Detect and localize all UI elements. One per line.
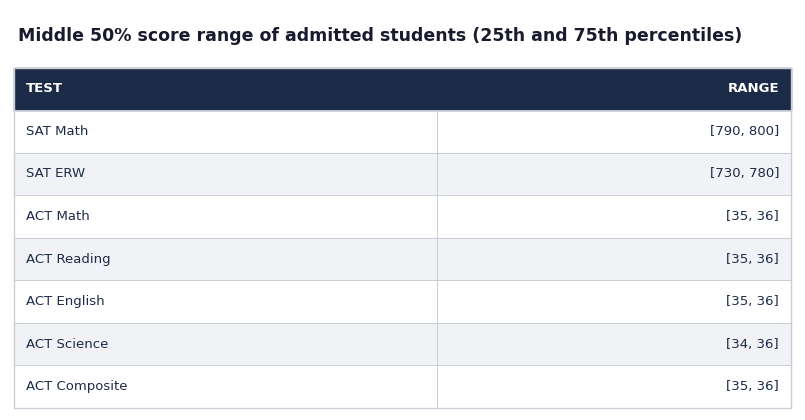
Text: [35, 36]: [35, 36] bbox=[726, 295, 779, 308]
Bar bbox=[14, 68, 791, 408]
Text: [730, 780]: [730, 780] bbox=[709, 167, 779, 180]
Text: ACT Reading: ACT Reading bbox=[26, 252, 110, 265]
Bar bbox=[14, 280, 791, 323]
Text: ACT English: ACT English bbox=[26, 295, 105, 308]
Text: TEST: TEST bbox=[26, 82, 63, 95]
Bar bbox=[14, 323, 791, 365]
Text: ACT Math: ACT Math bbox=[26, 210, 89, 223]
Text: ACT Science: ACT Science bbox=[26, 338, 109, 351]
Text: Middle 50% score range of admitted students (25th and 75th percentiles): Middle 50% score range of admitted stude… bbox=[18, 27, 742, 45]
Bar bbox=[14, 68, 791, 110]
Bar bbox=[14, 195, 791, 238]
Bar bbox=[14, 365, 791, 408]
Text: SAT ERW: SAT ERW bbox=[26, 167, 85, 180]
Text: SAT Math: SAT Math bbox=[26, 125, 89, 138]
Bar bbox=[14, 152, 791, 195]
Text: RANGE: RANGE bbox=[728, 82, 779, 95]
Bar bbox=[14, 238, 791, 280]
Text: [790, 800]: [790, 800] bbox=[710, 125, 779, 138]
Bar bbox=[14, 110, 791, 152]
Text: [35, 36]: [35, 36] bbox=[726, 252, 779, 265]
Text: [34, 36]: [34, 36] bbox=[726, 338, 779, 351]
Text: ACT Composite: ACT Composite bbox=[26, 380, 127, 393]
Text: [35, 36]: [35, 36] bbox=[726, 210, 779, 223]
Text: [35, 36]: [35, 36] bbox=[726, 380, 779, 393]
